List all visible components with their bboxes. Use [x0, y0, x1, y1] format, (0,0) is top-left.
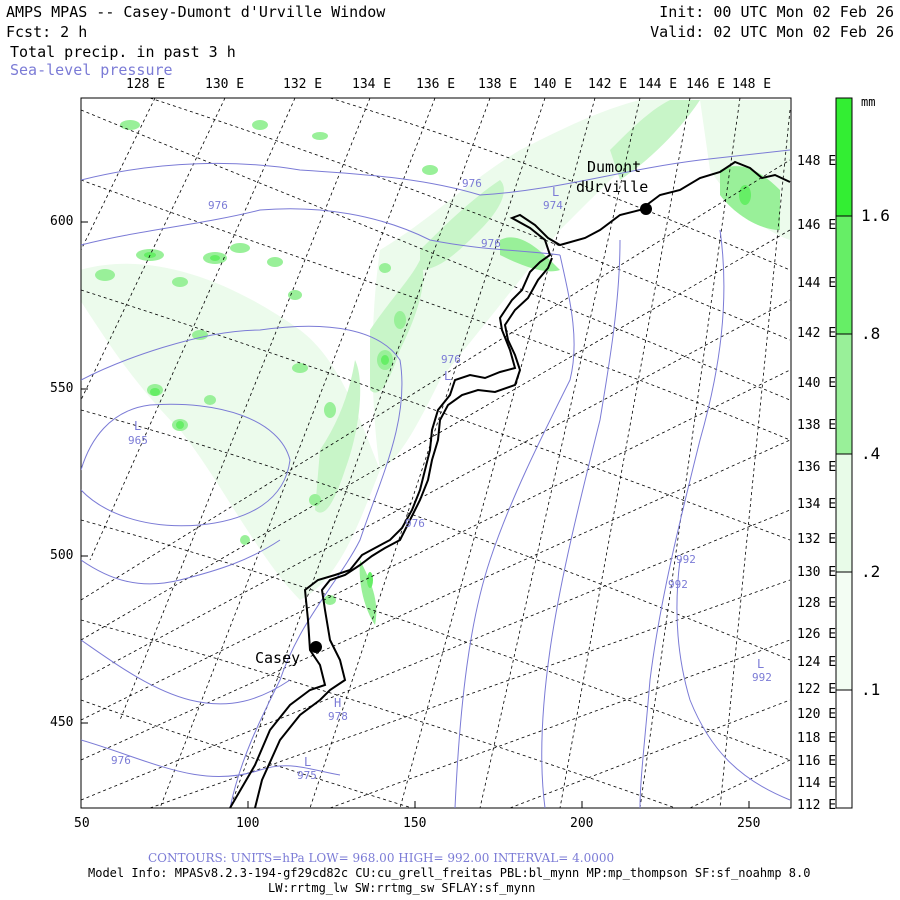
low-pressure-marker: L [552, 185, 560, 199]
left-grid-label: 550 [50, 381, 74, 396]
right-lon-label: 112 E [797, 798, 837, 813]
casey-station-marker [310, 641, 322, 653]
top-lon-label: 130 E [205, 77, 245, 92]
init-time: Init: 00 UTC Mon 02 Feb 26 [659, 3, 894, 21]
contour-label: 974 [543, 199, 563, 212]
left-grid-label: 500 [50, 548, 74, 563]
forecast-hour: Fcst: 2 h [6, 23, 88, 41]
top-lon-label: 142 E [588, 77, 628, 92]
contour-label: 976 [405, 517, 425, 530]
colorbar-label: 1.6 [861, 206, 890, 225]
right-lon-label: 134 E [797, 497, 837, 512]
contour-label: 976 [462, 177, 482, 190]
contour-label: 976 [481, 237, 501, 250]
contour-label: 976 [111, 754, 131, 767]
colorbar-unit: mm [861, 95, 876, 109]
casey-label: Casey [255, 649, 301, 667]
top-lon-label: 148 E [732, 77, 772, 92]
model-info-physics: LW:rrtmg_lw SW:rrtmg_sw SFLAY:sf_mynn [268, 881, 536, 895]
overlay-name: Sea-level pressure [10, 61, 173, 79]
coastline [229, 160, 791, 809]
low-pressure-marker: L [757, 657, 765, 671]
top-lon-label: 134 E [352, 77, 392, 92]
contour-label: 978 [328, 710, 348, 723]
bottom-grid-label: 250 [737, 816, 761, 831]
right-lon-label: 138 E [797, 418, 837, 433]
colorbar-label: .8 [861, 324, 881, 343]
right-lon-label: 142 E [797, 326, 837, 341]
right-lon-label: 122 E [797, 682, 837, 697]
right-lon-label: 124 E [797, 655, 837, 670]
dumont-label-line1: Dumont [587, 158, 642, 176]
right-lon-label: 146 E [797, 218, 837, 233]
precip-colorbar[interactable] [835, 97, 853, 809]
high-pressure-marker: H [334, 696, 342, 710]
bottom-grid-label: 100 [236, 816, 260, 831]
colorbar-label: .2 [861, 562, 881, 581]
colorbar-label: .1 [861, 680, 881, 699]
dumont-station-marker [640, 203, 652, 215]
contour-info: CONTOURS: UNITS=hPa LOW= 968.00 HIGH= 99… [148, 851, 615, 865]
right-lon-label: 114 E [797, 776, 837, 791]
map-title: AMPS MPAS -- Casey-Dumont d'Urville Wind… [6, 3, 386, 21]
right-lon-label: 130 E [797, 565, 837, 580]
contour-label: 965 [128, 434, 148, 447]
axis-ticks [80, 221, 750, 808]
top-lon-label: 144 E [638, 77, 678, 92]
bottom-grid-label: 50 [74, 816, 90, 831]
right-lon-label: 120 E [797, 707, 837, 722]
contour-label: 992 [676, 553, 696, 566]
top-lon-label: 138 E [478, 77, 518, 92]
contour-label: 992 [668, 578, 688, 591]
top-lon-label: 128 E [126, 77, 166, 92]
contour-label: 992 [752, 671, 772, 684]
right-lon-label: 136 E [797, 460, 837, 475]
contour-label: 976 [208, 199, 228, 212]
bottom-grid-label: 150 [403, 816, 427, 831]
latlon-grid [81, 98, 791, 808]
precip-shading [81, 100, 790, 625]
right-lon-label: 148 E [797, 154, 837, 169]
model-info: Model Info: MPASv8.2.3-194-gf29cd82c CU:… [88, 866, 811, 880]
variable-name: Total precip. in past 3 h [10, 43, 236, 61]
right-lon-label: 118 E [797, 731, 837, 746]
low-pressure-marker: L [304, 755, 312, 769]
contour-label: 976 [441, 353, 461, 366]
top-lon-label: 136 E [416, 77, 456, 92]
valid-time: Valid: 02 UTC Mon 02 Feb 26 [650, 23, 894, 41]
dumont-label-line2: dUrville [576, 178, 649, 196]
right-lon-label: 128 E [797, 596, 837, 611]
right-lon-label: 116 E [797, 754, 837, 769]
colorbar-label: .4 [861, 444, 881, 463]
low-pressure-marker: L [444, 369, 452, 383]
right-lon-label: 140 E [797, 376, 837, 391]
contour-label: 975 [297, 769, 317, 782]
low-pressure-marker: L [134, 419, 142, 433]
top-lon-label: 132 E [283, 77, 323, 92]
right-lon-label: 126 E [797, 627, 837, 642]
plot-frame [80, 97, 792, 809]
top-lon-label: 146 E [686, 77, 726, 92]
left-grid-label: 450 [50, 715, 74, 730]
left-grid-label: 600 [50, 214, 74, 229]
top-lon-label: 140 E [533, 77, 573, 92]
right-lon-label: 144 E [797, 276, 837, 291]
right-lon-label: 132 E [797, 532, 837, 547]
pressure-contours [81, 149, 791, 808]
bottom-grid-label: 200 [570, 816, 594, 831]
